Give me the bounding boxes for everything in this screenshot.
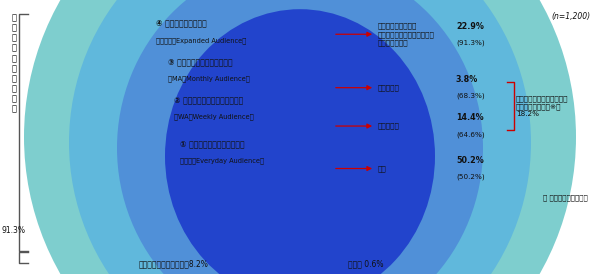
Text: 非新聞オーディエンス　8.2%: 非新聞オーディエンス 8.2% — [139, 259, 209, 268]
Text: ウィークリー＋マンスリー
オーディエンス（※）
18.2%: ウィークリー＋マンスリー オーディエンス（※） 18.2% — [516, 95, 569, 118]
Text: (68.3%): (68.3%) — [456, 93, 485, 99]
Text: 22.9%: 22.9% — [456, 22, 484, 30]
Text: ④ 拡張オーディエンス: ④ 拡張オーディエンス — [156, 20, 207, 29]
Text: 月１回未満、または
普段は全く見聞きしないが、
見る機会がある: 月１回未満、または 普段は全く見聞きしないが、 見る機会がある — [378, 23, 435, 46]
Text: ③ マンスリーオーディエンス: ③ マンスリーオーディエンス — [168, 58, 233, 67]
Text: （WA＝Weekly Audience）: （WA＝Weekly Audience） — [174, 114, 254, 120]
Text: 91.3%: 91.3% — [1, 226, 25, 235]
Text: (n=1,200): (n=1,200) — [552, 12, 591, 21]
Text: 3.8%: 3.8% — [456, 75, 478, 84]
Text: （ＥＸＡ＝Expanded Audience）: （ＥＸＡ＝Expanded Audience） — [156, 37, 246, 44]
Text: 50.2%: 50.2% — [456, 156, 484, 165]
Ellipse shape — [69, 0, 531, 274]
Text: 新
聞
オ
ー
デ
ィ
エ
ン
ス
計: 新 聞 オ ー デ ィ エ ン ス 計 — [11, 14, 16, 113]
Text: ① エブリデーオーディエンス: ① エブリデーオーディエンス — [180, 140, 245, 149]
Text: 毎日: 毎日 — [378, 165, 387, 172]
Ellipse shape — [165, 9, 435, 274]
Text: 無回答 0.6%: 無回答 0.6% — [348, 259, 383, 268]
Text: （ ）内の比率は累計値: （ ）内の比率は累計値 — [543, 195, 588, 201]
Ellipse shape — [24, 0, 576, 274]
Text: （MA＝Monthly Audience）: （MA＝Monthly Audience） — [168, 75, 250, 82]
Text: (64.6%): (64.6%) — [456, 131, 485, 138]
Text: （ＥＡ＝Everyday Audience）: （ＥＡ＝Everyday Audience） — [180, 158, 264, 164]
Text: ② ウィークリーオーディエンス: ② ウィークリーオーディエンス — [174, 96, 243, 105]
Ellipse shape — [117, 0, 483, 274]
Text: 月１回以上: 月１回以上 — [378, 84, 400, 91]
Text: (50.2%): (50.2%) — [456, 173, 485, 180]
Text: 週１回以上: 週１回以上 — [378, 123, 400, 129]
Text: 14.4%: 14.4% — [456, 113, 484, 122]
Text: (91.3%): (91.3%) — [456, 39, 485, 46]
